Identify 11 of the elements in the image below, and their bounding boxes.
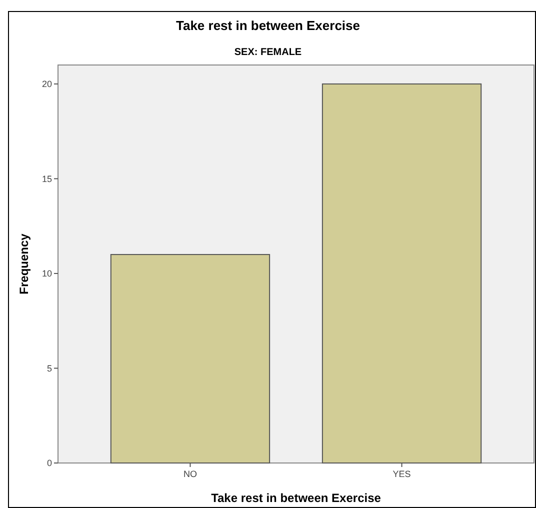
y-tick-label: 0 — [46, 458, 52, 468]
chart-title: Take rest in between Exercise — [176, 18, 360, 33]
y-tick-label: 5 — [46, 363, 52, 374]
x-axis-title: Take rest in between Exercise — [211, 491, 382, 505]
y-tick-label: 10 — [42, 268, 52, 279]
y-axis-title: Frequency — [17, 233, 31, 294]
y-tick-label: 15 — [42, 174, 52, 184]
y-tick-label: 20 — [42, 79, 52, 90]
chart-subtitle: SEX: FEMALE — [234, 47, 302, 58]
x-tick-label: NO — [183, 469, 197, 479]
x-tick-label: YES — [392, 469, 411, 479]
